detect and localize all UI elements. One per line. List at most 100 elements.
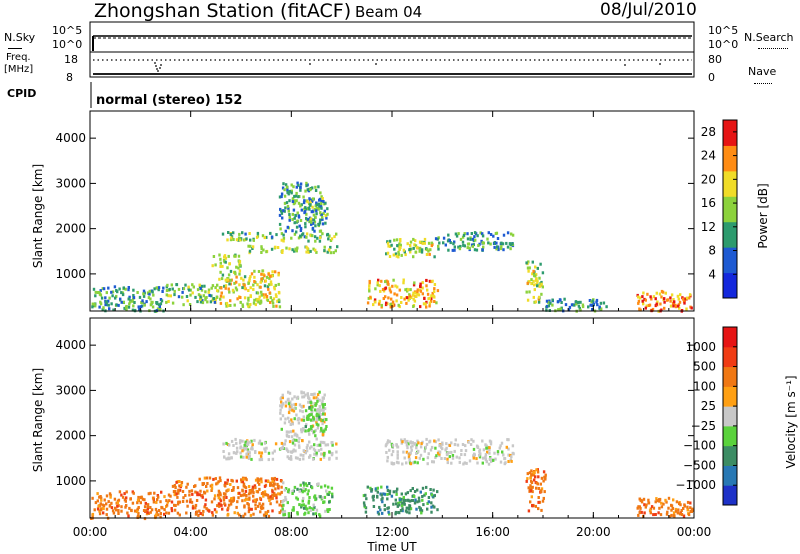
velocity-cell — [392, 490, 395, 494]
velocity-cell — [362, 494, 366, 498]
velocity-cell — [312, 457, 315, 461]
velocity-cell — [97, 504, 100, 508]
power-cell — [412, 291, 415, 295]
velocity-cell — [335, 456, 338, 460]
power-cell — [299, 188, 302, 192]
power-cell — [535, 277, 538, 281]
power-cell — [235, 265, 238, 269]
power-cell — [132, 304, 135, 308]
power-cell — [425, 305, 428, 309]
power-cell — [228, 282, 231, 286]
power-cell — [232, 231, 235, 235]
velocity-cell — [244, 440, 247, 444]
power-cell — [313, 229, 316, 233]
power-cell — [412, 293, 415, 297]
velocity-cell — [537, 507, 540, 511]
velocity-cell — [678, 502, 681, 506]
velocity-cell — [529, 489, 532, 493]
power-cell — [424, 302, 427, 306]
velocity-cell — [323, 452, 326, 455]
velocity-cell — [638, 505, 641, 509]
power-cell — [480, 239, 483, 243]
velocity-cell — [292, 429, 295, 433]
velocity-colorbar-frame — [722, 326, 738, 506]
velocity-cell — [647, 501, 651, 505]
velocity-cell — [374, 487, 378, 491]
power-cell — [145, 300, 148, 304]
power-cell — [393, 238, 396, 242]
velocity-cell — [281, 446, 284, 450]
power-cell — [389, 302, 392, 306]
velocity-cell — [228, 443, 231, 447]
power-cell — [315, 206, 319, 210]
velocity-cell — [404, 498, 407, 502]
power-cell — [462, 233, 466, 237]
velocity-cell — [230, 489, 234, 492]
velocity-cell — [395, 460, 399, 464]
velocity-cell — [173, 493, 176, 497]
velocity-cell — [105, 494, 109, 498]
velocity-cell — [645, 503, 648, 507]
velocity-cell — [301, 490, 304, 494]
power-cell — [368, 281, 371, 285]
velocity-cell — [222, 492, 226, 496]
power-cell — [259, 301, 262, 305]
velocity-cell — [217, 496, 220, 500]
power-cell — [461, 235, 465, 239]
power-cell — [311, 221, 315, 225]
velocity-cell — [120, 505, 123, 509]
velocity-cell — [501, 450, 504, 454]
velocity-cell — [535, 468, 538, 472]
velocity-cell — [302, 457, 305, 461]
power-cell — [398, 288, 401, 292]
velocity-cell — [326, 508, 329, 512]
velocity-cell — [404, 492, 408, 496]
power-cell — [201, 299, 204, 302]
power-cell — [380, 303, 383, 307]
power-cell — [330, 237, 334, 241]
power-cell — [249, 275, 252, 279]
velocity-cell — [526, 477, 529, 481]
velocity-cell — [238, 491, 241, 495]
velocity-cell — [224, 492, 227, 496]
power-cell — [444, 243, 447, 247]
power-cell — [682, 297, 685, 301]
velocity-cell — [309, 509, 312, 512]
velocity-cell — [395, 489, 398, 493]
power-cell — [453, 248, 456, 252]
velocity-cell — [178, 484, 181, 488]
velocity-cell — [527, 486, 530, 490]
power-cell — [412, 283, 416, 287]
power-cell — [448, 239, 451, 242]
velocity-cell — [256, 480, 260, 484]
nave-tick-high: 80 — [708, 53, 722, 66]
power-cell — [305, 216, 308, 220]
velocity-cell — [386, 455, 389, 459]
velocity-cell — [300, 429, 303, 433]
velocity-colorbar-swatch — [723, 346, 737, 368]
velocity-cell — [178, 488, 182, 492]
power-cell — [660, 295, 663, 299]
power-cell — [492, 234, 495, 238]
power-cell — [664, 291, 667, 295]
velocity-cell — [543, 475, 546, 479]
velocity-cell — [529, 500, 532, 504]
velocity-cell — [408, 499, 412, 503]
power-cell — [219, 265, 222, 268]
power-cell — [246, 302, 249, 306]
power-cell — [303, 210, 307, 214]
velocity-cell — [406, 439, 409, 443]
velocity-cell — [96, 507, 100, 511]
power-cell — [595, 300, 598, 304]
velocity-cell — [291, 489, 294, 493]
power-cell — [413, 243, 416, 247]
velocity-cell — [418, 499, 421, 503]
power-cell — [165, 289, 169, 292]
velocity-cell — [670, 513, 673, 517]
power-cell — [644, 298, 647, 302]
power-cell — [316, 236, 319, 240]
velocity-cell — [300, 405, 303, 408]
velocity-cell — [424, 492, 427, 496]
power-cell — [304, 222, 307, 226]
velocity-cell — [365, 497, 368, 501]
